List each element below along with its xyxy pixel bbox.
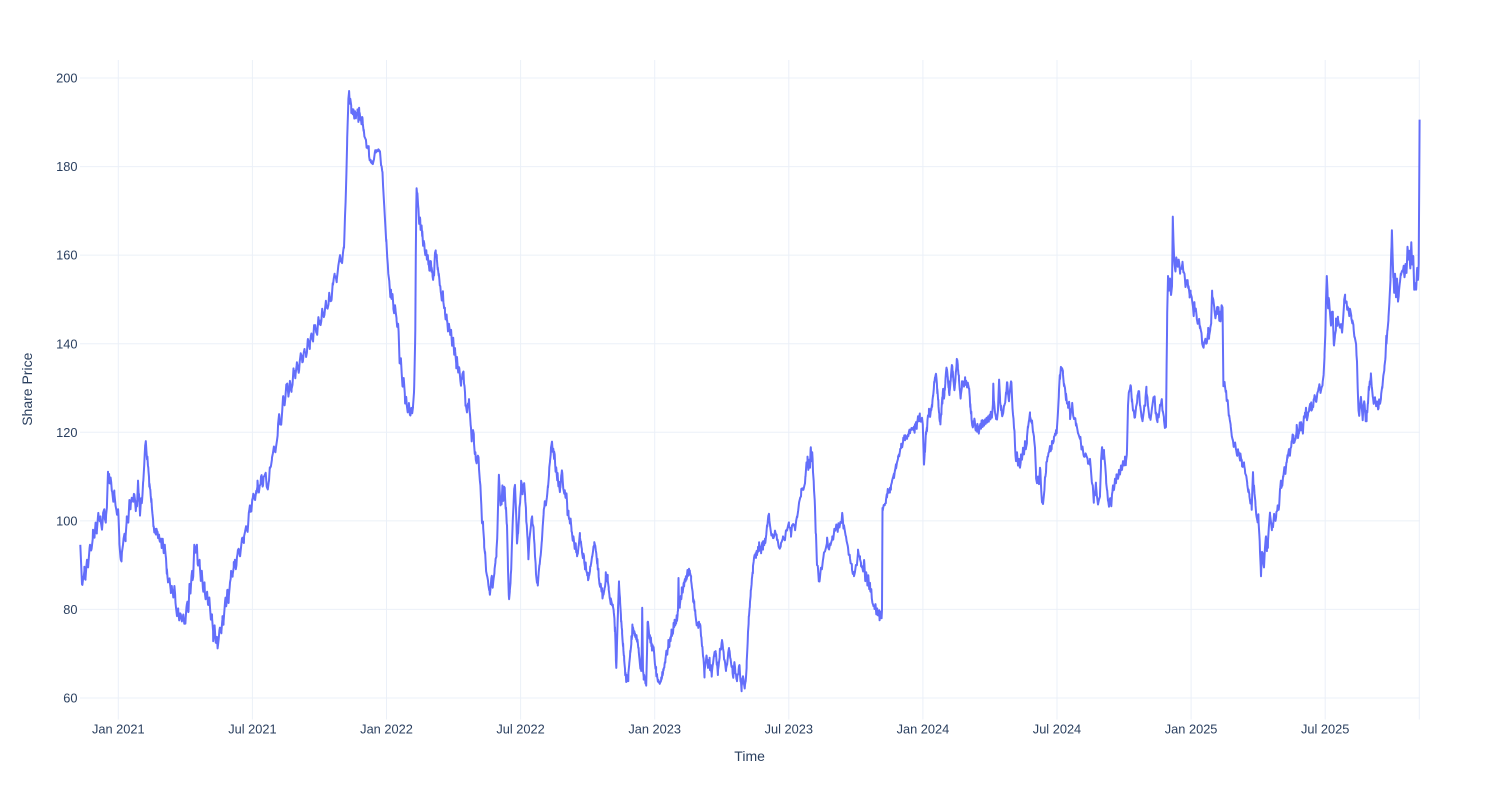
svg-text:Jul 2022: Jul 2022 [496, 722, 544, 737]
svg-text:60: 60 [63, 691, 77, 706]
svg-text:Jan 2024: Jan 2024 [897, 722, 950, 737]
svg-text:Time: Time [734, 748, 765, 764]
svg-text:Jan 2022: Jan 2022 [360, 722, 413, 737]
svg-text:100: 100 [56, 513, 77, 528]
svg-text:200: 200 [56, 71, 77, 86]
svg-text:Jul 2024: Jul 2024 [1033, 722, 1081, 737]
svg-text:Jan 2025: Jan 2025 [1165, 722, 1218, 737]
svg-text:Jul 2025: Jul 2025 [1301, 722, 1349, 737]
svg-text:120: 120 [56, 425, 77, 440]
svg-text:Jan 2023: Jan 2023 [628, 722, 681, 737]
svg-text:Jul 2023: Jul 2023 [765, 722, 813, 737]
svg-text:140: 140 [56, 336, 77, 351]
svg-text:Share Price: Share Price [19, 352, 35, 425]
svg-text:180: 180 [56, 159, 77, 174]
svg-text:Jan 2021: Jan 2021 [92, 722, 145, 737]
svg-text:160: 160 [56, 248, 77, 263]
svg-text:80: 80 [63, 602, 77, 617]
svg-text:Jul 2021: Jul 2021 [228, 722, 276, 737]
